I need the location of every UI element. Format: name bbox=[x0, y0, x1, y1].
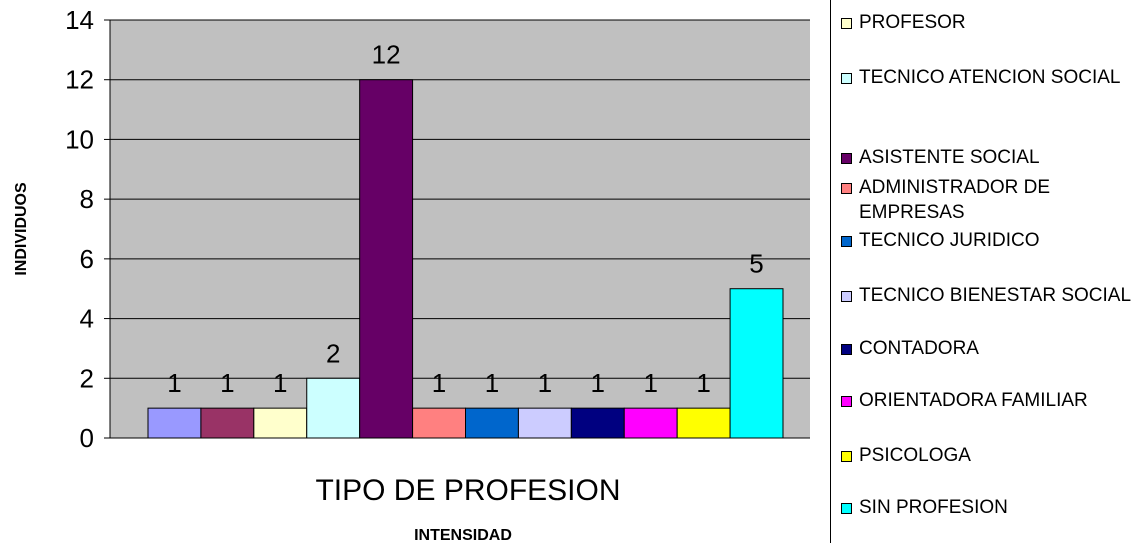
data-label: 1 bbox=[273, 368, 287, 398]
y-tick-label: 10 bbox=[65, 124, 94, 154]
y-tick-label: 4 bbox=[80, 304, 94, 334]
gridlines bbox=[110, 19, 810, 379]
data-label: 1 bbox=[591, 368, 605, 398]
legend-label: SIN PROFESION bbox=[859, 497, 1008, 518]
legend-item: TECNICO JURIDICO bbox=[841, 228, 1141, 253]
bars bbox=[147, 79, 784, 439]
data-label: 1 bbox=[643, 368, 657, 398]
legend-item: ASISTENTE SOCIAL bbox=[841, 145, 1141, 170]
bar bbox=[253, 407, 308, 439]
x-axis-label: TIPO DE PROFESION bbox=[315, 474, 620, 507]
legend-swatch bbox=[841, 344, 852, 355]
legend-item: SIN PROFESION bbox=[841, 495, 1141, 520]
bar bbox=[465, 407, 519, 439]
legend-swatch bbox=[841, 503, 852, 514]
legend-item: ORIENTADORA FAMILIAR bbox=[841, 388, 1141, 413]
data-label: 1 bbox=[432, 368, 446, 398]
legend-label: ADMINISTRADOR DE EMPRESAS bbox=[859, 177, 1051, 223]
y-axis-title: INDIVIDUOS bbox=[13, 182, 30, 276]
data-label: 1 bbox=[485, 368, 499, 398]
legend-item: PROFESOR bbox=[841, 10, 1141, 35]
bar bbox=[729, 288, 784, 439]
bar bbox=[200, 407, 255, 439]
bar bbox=[676, 407, 731, 439]
legend-label: ASISTENTE SOCIAL bbox=[859, 147, 1040, 168]
legend-item: ADMINISTRADOR DE EMPRESAS bbox=[841, 175, 1141, 225]
legend-label: TECNICO ATENCION SOCIAL bbox=[859, 67, 1121, 88]
legend-swatch bbox=[841, 18, 852, 29]
legend-label: CONTADORA bbox=[859, 338, 979, 359]
legend-swatch bbox=[841, 236, 852, 247]
y-tick-label: 14 bbox=[65, 5, 94, 35]
bar bbox=[570, 407, 625, 439]
y-tick-label: 6 bbox=[80, 244, 94, 274]
legend-swatch bbox=[841, 396, 852, 407]
y-tick-label: 8 bbox=[80, 184, 94, 214]
legend: PROFESOR TECNICO ATENCION SOCIAL ASISTENTE… bbox=[830, 0, 1144, 543]
bar bbox=[147, 407, 202, 439]
data-label: 1 bbox=[696, 368, 710, 398]
y-axis-ticks: 0 2 4 6 8 10 12 14 bbox=[65, 5, 110, 453]
legend-label: TECNICO BIENESTAR SOCIAL bbox=[859, 285, 1132, 306]
y-tick-label: 12 bbox=[65, 65, 94, 95]
legend-item: CONTADORA bbox=[841, 336, 1141, 361]
legend-item: TECNICO ATENCION SOCIAL bbox=[841, 65, 1141, 90]
bar bbox=[359, 79, 414, 439]
legend-swatch bbox=[841, 291, 852, 302]
data-label: 2 bbox=[326, 338, 340, 368]
legend-item: PSICOLOGA bbox=[841, 443, 1141, 468]
legend-swatch bbox=[841, 153, 852, 164]
y-tick-label: 0 bbox=[80, 423, 94, 453]
bar bbox=[412, 407, 467, 439]
data-label: 12 bbox=[372, 40, 401, 70]
legend-swatch bbox=[841, 451, 852, 462]
data-label: 5 bbox=[749, 249, 763, 279]
legend-label: PROFESOR bbox=[859, 12, 966, 33]
x-axis-title: INTENSIDAD bbox=[414, 527, 512, 544]
data-label: 1 bbox=[538, 368, 552, 398]
legend-label: TECNICO JURIDICO bbox=[859, 230, 1040, 251]
y-tick-label: 2 bbox=[80, 363, 94, 393]
bar bbox=[517, 407, 572, 439]
data-label: 1 bbox=[220, 368, 234, 398]
legend-label: PSICOLOGA bbox=[859, 445, 971, 466]
legend-swatch bbox=[841, 73, 852, 84]
plot-area bbox=[110, 20, 810, 438]
bar bbox=[623, 407, 678, 439]
legend-swatch bbox=[841, 183, 852, 194]
data-label: 1 bbox=[167, 368, 181, 398]
bar bbox=[306, 377, 361, 439]
legend-item: TECNICO BIENESTAR SOCIAL bbox=[841, 283, 1141, 308]
legend-label: ORIENTADORA FAMILIAR bbox=[859, 390, 1088, 411]
